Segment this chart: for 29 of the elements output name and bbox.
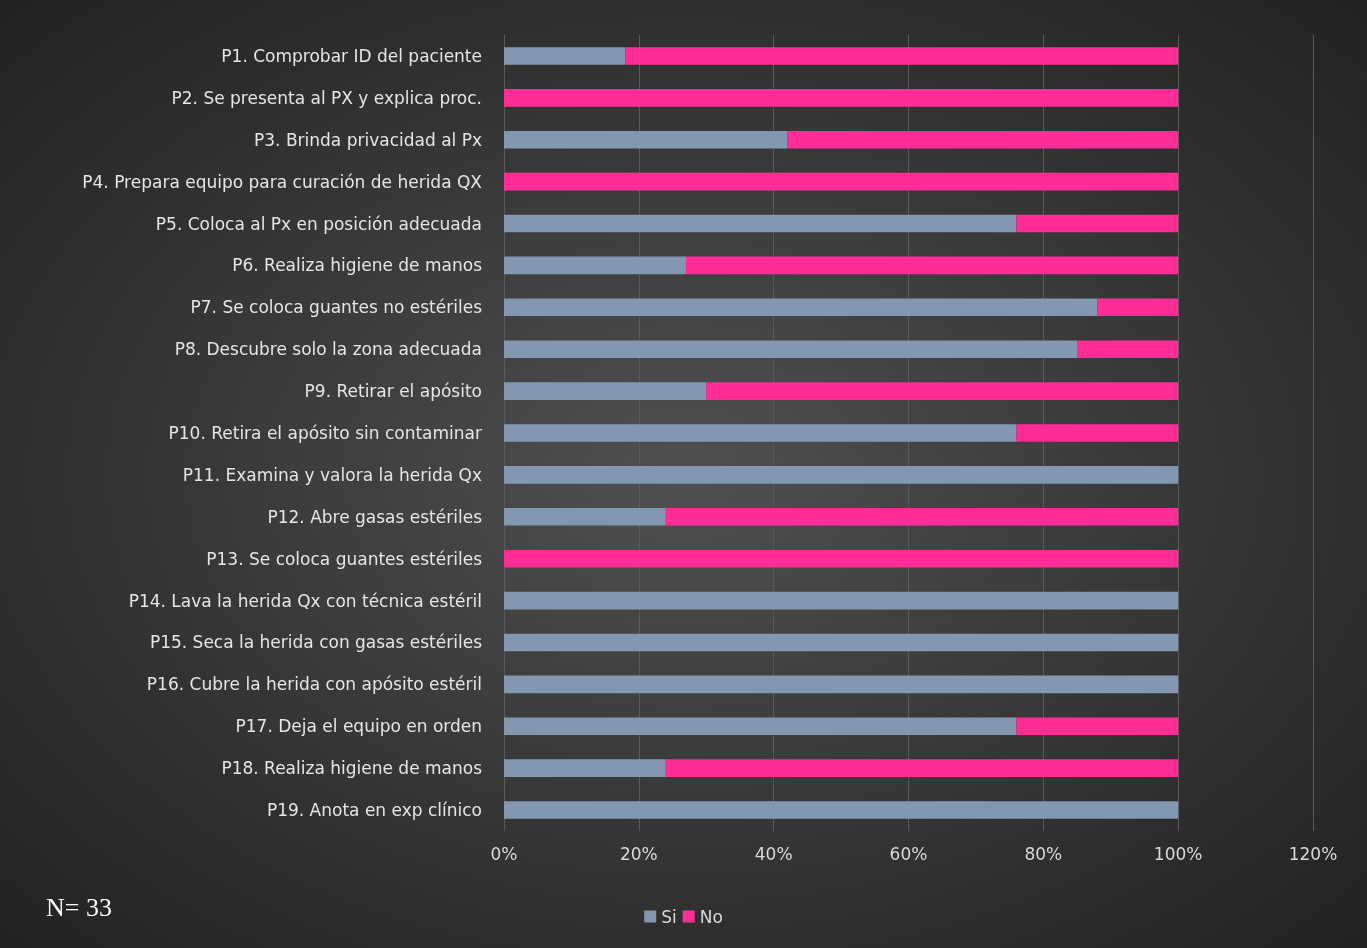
y-tick-label: P3. Brinda privacidad al Px: [254, 129, 482, 150]
x-tick-label: 40%: [754, 843, 793, 864]
y-tick-label: P1. Comprobar ID del paciente: [221, 45, 482, 66]
y-tick-label: P6. Realiza higiene de manos: [232, 255, 483, 276]
y-tick-label: P15. Seca la herida con gasas estériles: [149, 632, 483, 653]
text: N= 33: [46, 892, 112, 922]
x-tick-label: 120%: [1288, 843, 1338, 864]
y-tick-label: P12. Abre gasas estériles: [267, 506, 483, 527]
y-tick-label: P8. Descubre solo la zona adecuada: [174, 339, 482, 360]
y-tick-label: P7. Se coloca guantes no estériles: [190, 297, 483, 318]
y-tick-label: P14. Lava la herida Qx con técnica estéril: [128, 590, 482, 611]
x-tick-label: 20%: [619, 843, 658, 864]
x-tick-label: 80%: [1024, 843, 1063, 864]
y-tick-label: P2. Se presenta al PX y explica proc.: [171, 87, 482, 108]
y-tick-label: P18. Realiza higiene de manos: [221, 758, 483, 779]
y-tick-label: P19. Anota en exp clínico: [266, 800, 482, 821]
y-tick-label: P5. Coloca al Px en posición adecuada: [155, 213, 482, 234]
y-tick-label: P4. Prepara equipo para curación de herida QX: [82, 171, 483, 192]
y-tick-label: P17. Deja el equipo en orden: [235, 716, 482, 737]
y-tick-label: P16. Cubre la herida con apósito estéril: [146, 674, 482, 695]
legend-label: No: [699, 906, 723, 927]
y-tick-label: P11. Examina y valora la herida Qx: [182, 464, 482, 485]
x-tick-label: 0%: [490, 843, 518, 864]
y-tick-label: P13. Se coloca guantes estériles: [206, 548, 483, 569]
y-tick-label: P10. Retira el apósito sin contaminar: [168, 423, 482, 443]
x-tick-label: 100%: [1153, 843, 1203, 864]
legend-label: Si: [661, 906, 677, 927]
x-tick-label: 60%: [889, 843, 928, 864]
y-tick-label: P9. Retirar el apósito: [304, 381, 482, 402]
